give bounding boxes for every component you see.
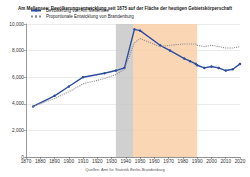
svg-text:4,000: 4,000 — [12, 101, 24, 106]
svg-text:2010: 2010 — [220, 159, 231, 164]
svg-text:Quellen: Amt für Statistik Ber: Quellen: Amt für Statistik Berlin-Brande… — [85, 167, 165, 172]
svg-text:1940: 1940 — [121, 159, 132, 164]
svg-text:2000: 2000 — [206, 159, 217, 164]
svg-text:2020: 2020 — [235, 159, 246, 164]
svg-text:1950: 1950 — [135, 159, 146, 164]
svg-text:1900: 1900 — [63, 159, 74, 164]
svg-text:1990: 1990 — [192, 159, 203, 164]
svg-text:1910: 1910 — [78, 159, 89, 164]
svg-text:0: 0 — [21, 154, 24, 160]
svg-text:1880: 1880 — [35, 159, 46, 164]
svg-text:Proportionale Entwicklung von: Proportionale Entwicklung von Brandenbur… — [46, 14, 134, 19]
svg-text:2,000: 2,000 — [12, 128, 24, 133]
svg-text:1970: 1970 — [163, 159, 174, 164]
svg-text:1960: 1960 — [149, 159, 160, 164]
svg-text:1980: 1980 — [178, 159, 189, 164]
svg-text:6,000: 6,000 — [12, 75, 24, 80]
svg-text:Am Mellensee: Bevölkerungsentw: Am Mellensee: Bevölkerungsentwicklung se… — [18, 6, 232, 11]
svg-text:8,000: 8,000 — [12, 48, 24, 53]
svg-text:1870: 1870 — [21, 159, 32, 164]
svg-text:1890: 1890 — [49, 159, 60, 164]
svg-text:1920: 1920 — [92, 159, 103, 164]
svg-text:10,000: 10,000 — [9, 22, 24, 27]
svg-text:1930: 1930 — [106, 159, 117, 164]
